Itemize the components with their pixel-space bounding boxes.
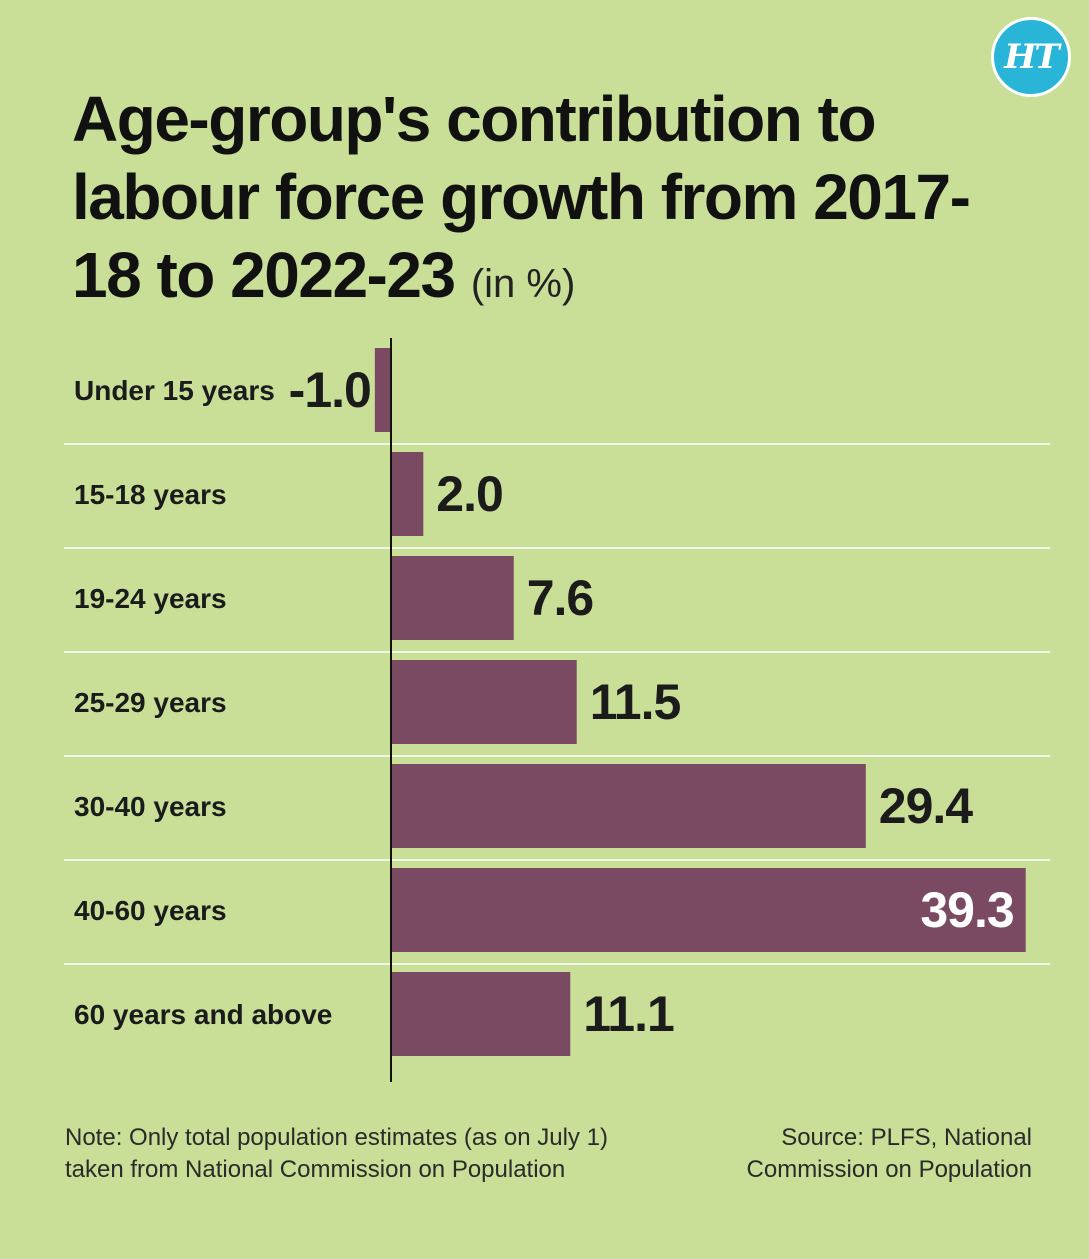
- data-label: -1.0: [289, 362, 371, 418]
- logo-text: HT: [1004, 37, 1059, 77]
- footer-note: Note: Only total population estimates (a…: [65, 1124, 608, 1183]
- title-main: Age-group's contribution to labour force…: [72, 83, 971, 311]
- chart-title: Age-group's contribution to labour force…: [72, 80, 992, 323]
- footer-source: Source: PLFS, National Commission on Pop…: [746, 1124, 1032, 1183]
- data-label: 29.4: [879, 778, 974, 834]
- ht-logo: HT: [991, 17, 1071, 97]
- category-label: Under 15 years: [74, 375, 275, 406]
- data-label: 2.0: [436, 466, 503, 522]
- bar: [391, 868, 1026, 952]
- bar: [391, 764, 866, 848]
- title-unit: (in %): [470, 262, 576, 306]
- category-label: 60 years and above: [74, 999, 332, 1030]
- bar: [391, 556, 514, 640]
- category-label: 30-40 years: [74, 791, 227, 822]
- data-label: 11.5: [590, 674, 681, 730]
- category-label: 25-29 years: [74, 687, 227, 718]
- bar: [374, 348, 391, 432]
- bar: [391, 972, 571, 1056]
- category-label: 19-24 years: [74, 583, 227, 614]
- data-label: 7.6: [527, 570, 594, 626]
- bar: [391, 452, 424, 536]
- category-label: 40-60 years: [74, 895, 227, 926]
- data-label: 11.1: [583, 986, 674, 1042]
- data-label: 39.3: [920, 882, 1013, 938]
- category-label: 15-18 years: [74, 479, 227, 510]
- bar: [391, 660, 577, 744]
